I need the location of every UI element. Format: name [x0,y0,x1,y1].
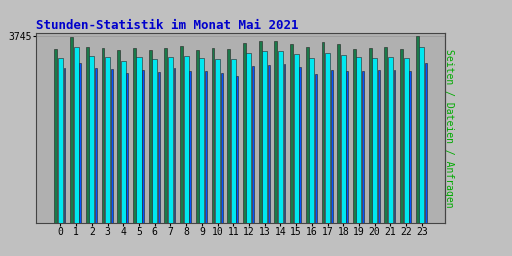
Bar [409,71,411,223]
Bar [394,70,395,223]
Bar [211,48,215,223]
Bar [400,49,403,223]
Bar [252,66,254,223]
Bar [168,57,173,223]
Bar [325,53,330,223]
Bar [425,63,427,223]
Bar [262,51,267,223]
Bar [309,58,314,223]
Bar [126,73,129,223]
Bar [362,71,364,223]
Bar [347,71,348,223]
Bar [121,61,126,223]
Bar [378,70,380,223]
Bar [174,68,176,223]
Text: Stunden-Statistik im Monat Mai 2021: Stunden-Statistik im Monat Mai 2021 [36,19,298,32]
Bar [403,58,409,223]
Bar [372,58,377,223]
Bar [278,51,283,223]
Bar [237,76,238,223]
Bar [89,56,94,223]
Bar [246,53,251,223]
Bar [356,57,361,223]
Bar [221,73,223,223]
Bar [385,47,387,223]
Bar [117,50,120,223]
Bar [322,42,325,223]
Bar [315,74,317,223]
Bar [111,69,113,223]
Bar [215,59,220,223]
Bar [95,68,97,223]
Bar [74,47,79,223]
Bar [299,67,301,223]
Bar [259,41,262,223]
Bar [63,68,66,223]
Bar [340,55,346,223]
Bar [199,58,204,223]
Bar [388,57,393,223]
Bar [158,72,160,223]
Bar [205,71,207,223]
Y-axis label: Seiten / Dateien / Anfragen: Seiten / Dateien / Anfragen [444,49,454,207]
Bar [231,59,236,223]
Bar [416,36,419,223]
Bar [86,47,89,223]
Bar [152,59,157,223]
Bar [227,49,230,223]
Bar [58,58,63,223]
Bar [284,64,285,223]
Bar [184,56,188,223]
Bar [79,63,81,223]
Bar [353,49,356,223]
Bar [101,48,104,223]
Bar [306,47,309,223]
Bar [180,46,183,223]
Bar [243,43,246,223]
Bar [196,50,199,223]
Bar [133,48,136,223]
Bar [337,44,340,223]
Bar [189,71,191,223]
Bar [137,57,141,223]
Bar [419,47,424,223]
Bar [148,50,152,223]
Bar [70,37,73,223]
Bar [369,48,372,223]
Bar [274,41,277,223]
Bar [164,48,167,223]
Bar [290,44,293,223]
Bar [268,65,270,223]
Bar [293,54,298,223]
Bar [142,70,144,223]
Bar [331,70,333,223]
Bar [105,57,110,223]
Bar [54,49,57,223]
